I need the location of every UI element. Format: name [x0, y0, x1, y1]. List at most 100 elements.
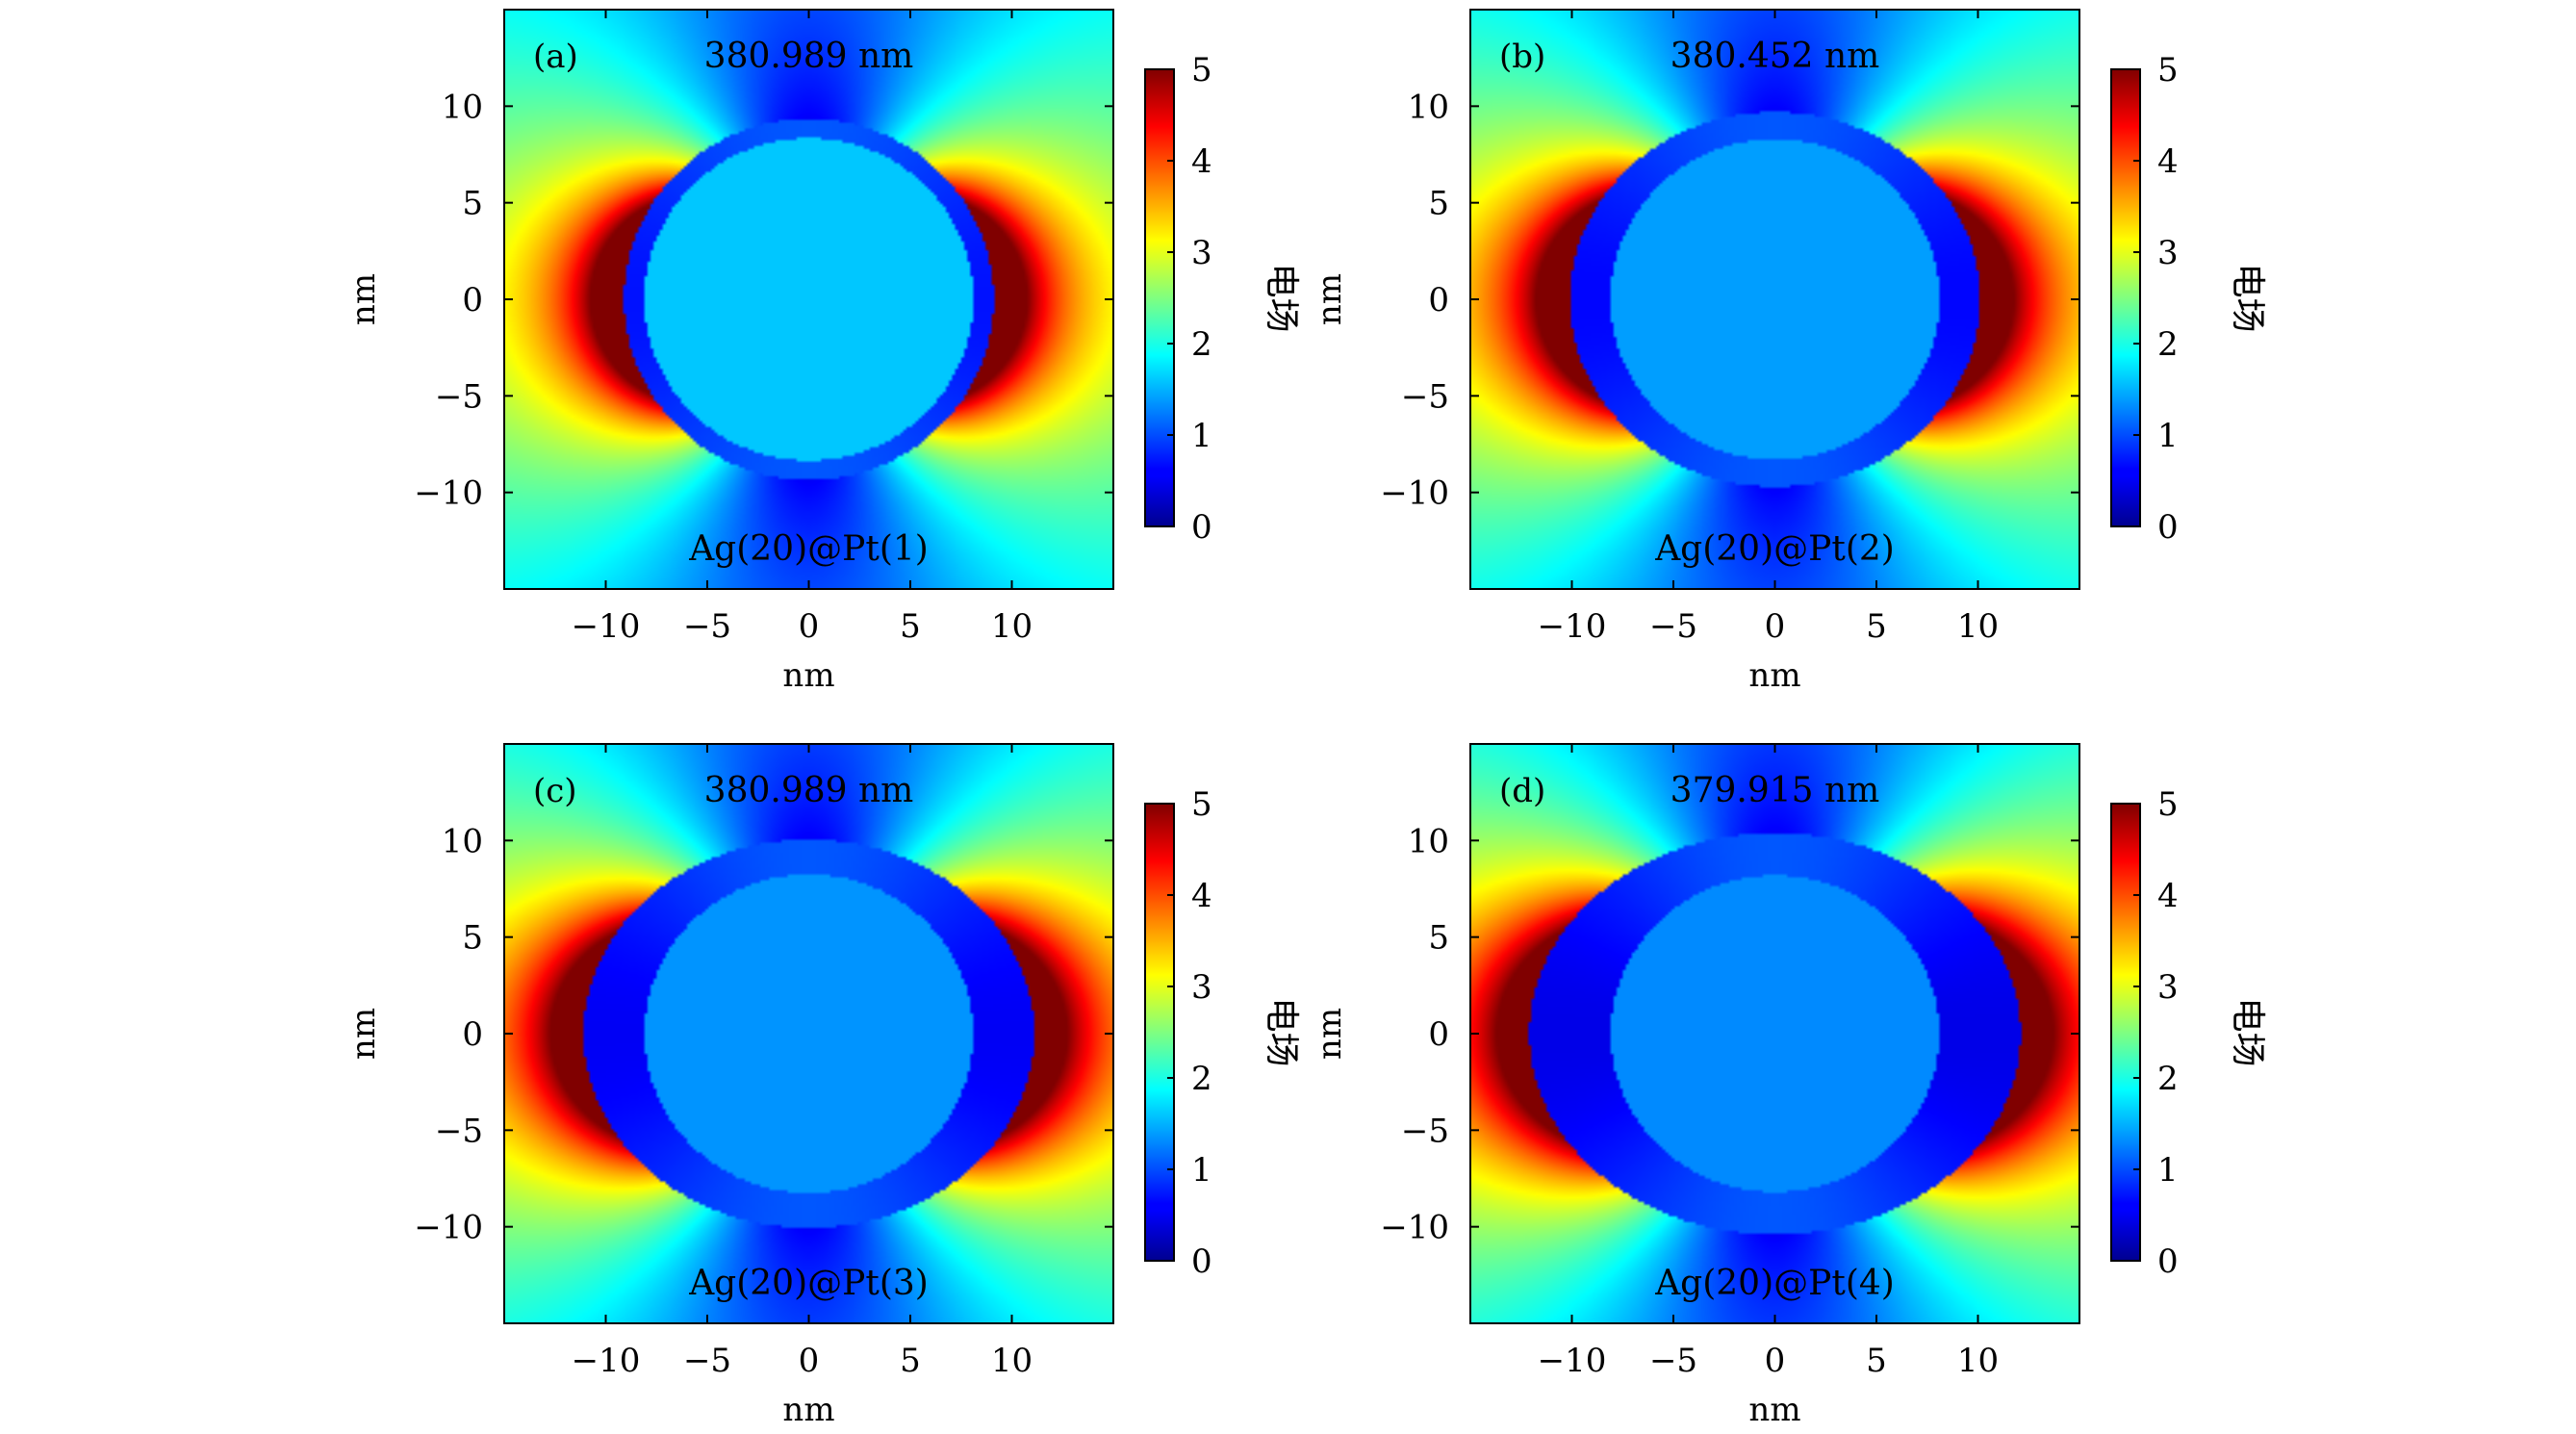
colorbar-label: 电场 [2228, 997, 2267, 1066]
colorbar [1144, 68, 1175, 527]
colorbar-tick-label: 1 [1191, 1151, 1212, 1190]
colorbar-label: 电场 [1262, 997, 1301, 1066]
colorbar-tick-label: 2 [2157, 325, 2179, 364]
colorbar-label: 电场 [2228, 263, 2267, 332]
x-tick-label: 10 [991, 607, 1033, 646]
colorbar-tick-label: 3 [1191, 234, 1212, 272]
x-tick-label: 5 [1866, 607, 1887, 646]
y-axis-label: nm [344, 273, 383, 325]
x-tick-label: −5 [683, 607, 731, 646]
y-tick-label: 10 [442, 822, 483, 860]
y-tick-label: 0 [1428, 1015, 1449, 1054]
y-tick-label: −10 [1380, 1209, 1449, 1247]
x-tick-label: 0 [799, 1342, 820, 1380]
x-tick-label: 0 [1765, 607, 1786, 646]
colorbar-tick-label: 5 [1191, 785, 1212, 824]
x-axis-label: nm [782, 656, 834, 695]
x-tick-label: −10 [572, 1342, 641, 1380]
heatmap-image [1470, 744, 2079, 1323]
colorbar-tick-label: 0 [2157, 508, 2179, 547]
x-axis-label: nm [1748, 656, 1800, 695]
panel-label: (b) [1499, 38, 1545, 76]
colorbar-tick-label: 0 [2157, 1242, 2179, 1281]
colorbar-tick-label: 5 [1191, 51, 1212, 90]
y-tick-label: −5 [1401, 377, 1449, 416]
wavelength-label: 379.915 nm [1671, 771, 1880, 810]
x-tick-label: 10 [991, 1342, 1033, 1380]
x-tick-label: 10 [1957, 1342, 1999, 1380]
heatmap-image [504, 744, 1113, 1323]
sample-label: Ag(20)@Pt(2) [1654, 529, 1895, 569]
y-axis-label: nm [1311, 1008, 1349, 1060]
x-tick-label: 0 [1765, 1342, 1786, 1380]
colorbar-tick-label: 4 [1191, 142, 1212, 181]
y-tick-label: 5 [1428, 919, 1449, 958]
colorbar-tick-label: 3 [2157, 968, 2179, 1007]
y-tick-label: −10 [414, 474, 483, 513]
colorbar-tick-label: 2 [1191, 1060, 1212, 1098]
colorbar-tick-label: 3 [1191, 968, 1212, 1007]
y-tick-label: 5 [462, 185, 483, 223]
colorbar-tick-label: 1 [2157, 1151, 2179, 1190]
sample-label: Ag(20)@Pt(3) [688, 1264, 929, 1303]
x-tick-label: 5 [900, 1342, 921, 1380]
x-tick-label: −5 [683, 1342, 731, 1380]
y-tick-label: 10 [1408, 822, 1449, 860]
colorbar-tick-label: 5 [2157, 51, 2179, 90]
colorbar-label: 电场 [1262, 263, 1301, 332]
colorbar-tick-label: 1 [1191, 417, 1212, 455]
colorbar [2110, 803, 2141, 1262]
y-tick-label: 0 [462, 281, 483, 320]
colorbar-tick-label: 4 [2157, 142, 2179, 181]
y-tick-label: 0 [1428, 281, 1449, 320]
x-tick-label: −5 [1649, 607, 1697, 646]
y-tick-label: −5 [1401, 1112, 1449, 1150]
y-tick-label: 5 [1428, 185, 1449, 223]
colorbar-tick-label: 2 [1191, 325, 1212, 364]
x-tick-label: 5 [1866, 1342, 1887, 1380]
y-tick-label: 10 [442, 88, 483, 126]
y-tick-label: 10 [1408, 88, 1449, 126]
colorbar-tick-label: 1 [2157, 417, 2179, 455]
sample-label: Ag(20)@Pt(4) [1654, 1264, 1895, 1303]
x-tick-label: −10 [1538, 607, 1607, 646]
wavelength-label: 380.989 nm [704, 771, 914, 810]
wavelength-label: 380.452 nm [1671, 37, 1880, 76]
y-tick-label: −5 [435, 377, 483, 416]
x-tick-label: 5 [900, 607, 921, 646]
colorbar-tick-label: 2 [2157, 1060, 2179, 1098]
y-tick-label: −10 [414, 1209, 483, 1247]
x-axis-label: nm [1748, 1391, 1800, 1429]
colorbar [1144, 803, 1175, 1262]
colorbar-tick-label: 4 [1191, 877, 1212, 915]
y-axis-label: nm [344, 1008, 383, 1060]
x-tick-label: 0 [799, 607, 820, 646]
panel-label: (c) [533, 772, 577, 810]
y-axis-label: nm [1311, 273, 1349, 325]
colorbar-tick-label: 3 [2157, 234, 2179, 272]
y-tick-label: −10 [1380, 474, 1449, 513]
y-tick-label: 5 [462, 919, 483, 958]
colorbar-tick-label: 0 [1191, 508, 1212, 547]
sample-label: Ag(20)@Pt(1) [688, 529, 929, 569]
x-tick-label: −5 [1649, 1342, 1697, 1380]
colorbar-tick-label: 5 [2157, 785, 2179, 824]
panel-label: (d) [1499, 772, 1545, 810]
x-tick-label: −10 [1538, 1342, 1607, 1380]
panel-label: (a) [533, 38, 578, 76]
heatmap-image [504, 10, 1113, 589]
colorbar-tick-label: 4 [2157, 877, 2179, 915]
colorbar-tick-label: 0 [1191, 1242, 1212, 1281]
x-tick-label: 10 [1957, 607, 1999, 646]
x-axis-label: nm [782, 1391, 834, 1429]
y-tick-label: 0 [462, 1015, 483, 1054]
heatmap-image [1470, 10, 2079, 589]
colorbar [2110, 68, 2141, 527]
y-tick-label: −5 [435, 1112, 483, 1150]
x-tick-label: −10 [572, 607, 641, 646]
